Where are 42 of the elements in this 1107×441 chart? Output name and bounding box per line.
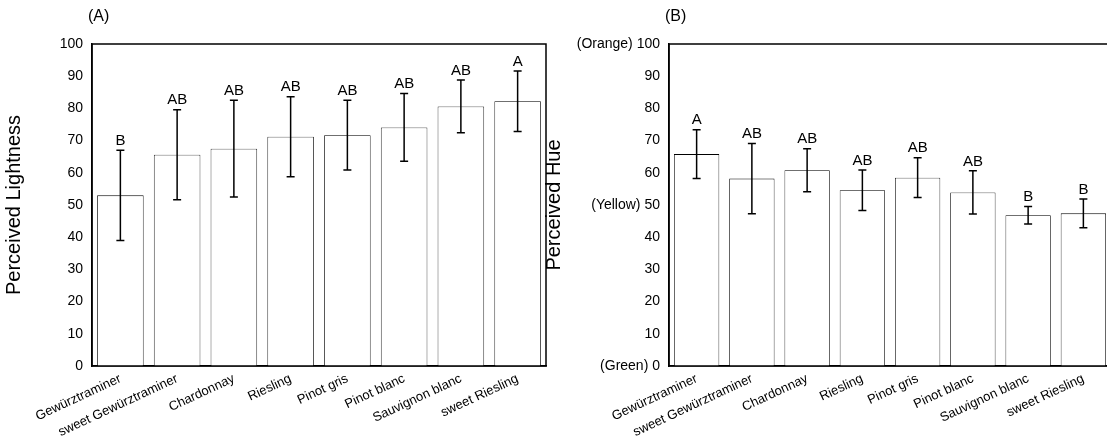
y-tick-label: 70 <box>67 131 84 148</box>
annotation: A <box>691 110 702 128</box>
y-tick-label: 70 <box>644 131 661 148</box>
y-tick-label: 10 <box>67 324 84 341</box>
annotation: A <box>512 51 523 69</box>
annotation: AB <box>741 124 762 142</box>
annotation: AB <box>223 80 244 98</box>
y-tick-label: 40 <box>644 228 661 245</box>
y-tick-label: 90 <box>644 67 661 84</box>
y-tick-label: 100 <box>59 34 84 51</box>
y-tick-label: 10 <box>644 324 661 341</box>
y-tick-label: (Orange) 100 <box>576 34 661 51</box>
annotation: AB <box>167 90 188 108</box>
y-tick-label: 20 <box>644 292 661 309</box>
y-tick-label: (Yellow) 50 <box>591 195 661 212</box>
annotation: AB <box>450 60 471 78</box>
annotation: AB <box>394 74 415 92</box>
y-tick-label: 50 <box>67 195 84 212</box>
y-tick-label: 60 <box>644 163 661 180</box>
y-tick-label: (Green) 0 <box>600 356 661 373</box>
y-tick-label: 40 <box>67 228 84 245</box>
y-tick-label: 80 <box>67 99 84 116</box>
chart-title: (B) <box>665 7 687 24</box>
chart-title: (A) <box>88 7 110 24</box>
annotation: AB <box>280 77 301 95</box>
y-axis-title: Perceived Lightness <box>1 114 24 296</box>
y-tick-label: 90 <box>67 67 84 84</box>
y-tick-label: 60 <box>67 163 84 180</box>
annotation: B <box>115 130 126 148</box>
y-tick-label: 30 <box>644 260 661 277</box>
annotation: AB <box>852 150 873 168</box>
annotation: B <box>1023 187 1034 205</box>
annotation: AB <box>907 138 928 156</box>
annotation: AB <box>962 151 983 169</box>
y-tick-label: 80 <box>644 99 661 116</box>
y-axis-title: Perceived Hue <box>541 139 564 271</box>
annotation: AB <box>797 129 818 147</box>
y-tick-label: 20 <box>67 292 84 309</box>
annotation: B <box>1078 179 1089 197</box>
y-tick-label: 0 <box>75 356 84 373</box>
y-tick-label: 30 <box>67 260 84 277</box>
annotation: AB <box>337 80 358 98</box>
